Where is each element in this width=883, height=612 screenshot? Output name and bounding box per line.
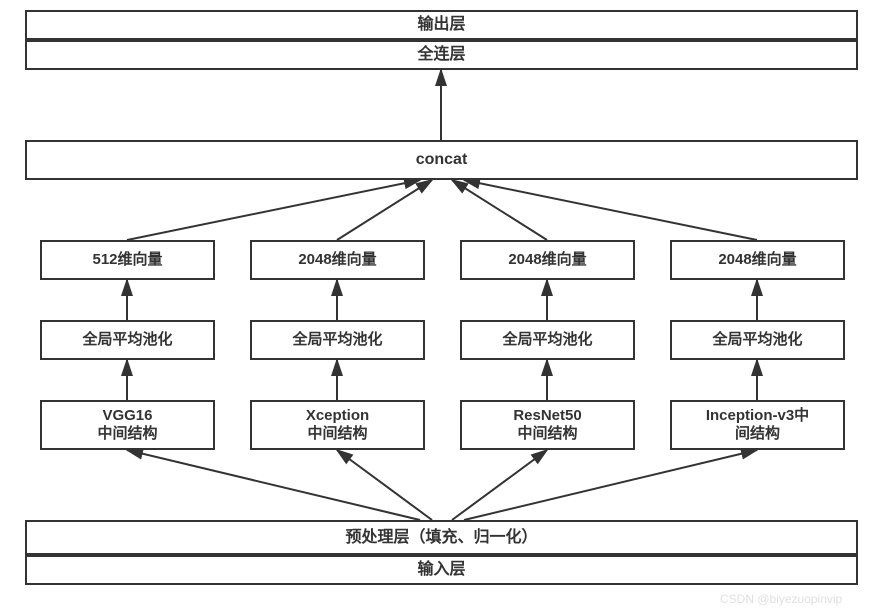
node-label: 全连层: [417, 45, 465, 64]
node-label: 输入层: [417, 560, 465, 579]
node-label: 预处理层（填充、归一化）: [345, 528, 537, 547]
node-vec2: 2048维向量: [250, 240, 425, 280]
node-fc: 全连层: [25, 40, 858, 70]
node-vec3: 2048维向量: [460, 240, 635, 280]
node-net4: Inception-v3中间结构: [670, 400, 845, 450]
edge: [337, 450, 432, 520]
edge: [127, 180, 420, 240]
node-label: 2048维向量: [298, 251, 376, 269]
node-net1: VGG16中间结构: [40, 400, 215, 450]
node-label: 全局平均池化: [712, 331, 802, 349]
node-vec1: 512维向量: [40, 240, 215, 280]
node-vec4: 2048维向量: [670, 240, 845, 280]
node-label: concat: [416, 150, 468, 169]
node-label: 2048维向量: [718, 251, 796, 269]
node-label: 全局平均池化: [292, 331, 382, 349]
node-input: 输入层: [25, 555, 858, 585]
node-label: Xception中间结构: [306, 407, 369, 443]
node-label: ResNet50中间结构: [513, 407, 581, 443]
node-gap4: 全局平均池化: [670, 320, 845, 360]
node-concat: concat: [25, 140, 858, 180]
node-label: 输出层: [417, 15, 465, 34]
edge: [464, 450, 757, 520]
node-net2: Xception中间结构: [250, 400, 425, 450]
edge: [452, 180, 547, 240]
edge: [464, 180, 757, 240]
node-label: 2048维向量: [508, 251, 586, 269]
diagram-canvas: 输出层全连层concat512维向量2048维向量2048维向量2048维向量全…: [0, 0, 883, 612]
edge: [452, 450, 547, 520]
node-label: 全局平均池化: [502, 331, 592, 349]
node-label: 512维向量: [92, 251, 162, 269]
node-output: 输出层: [25, 10, 858, 40]
node-label: VGG16中间结构: [97, 407, 157, 443]
watermark: CSDN @biyezuopinvip: [720, 592, 842, 606]
node-label: 全局平均池化: [82, 331, 172, 349]
node-gap1: 全局平均池化: [40, 320, 215, 360]
node-gap3: 全局平均池化: [460, 320, 635, 360]
edge: [337, 180, 432, 240]
edge: [127, 450, 420, 520]
node-gap2: 全局平均池化: [250, 320, 425, 360]
node-label: Inception-v3中间结构: [706, 407, 809, 443]
node-net3: ResNet50中间结构: [460, 400, 635, 450]
node-prep: 预处理层（填充、归一化）: [25, 520, 858, 555]
